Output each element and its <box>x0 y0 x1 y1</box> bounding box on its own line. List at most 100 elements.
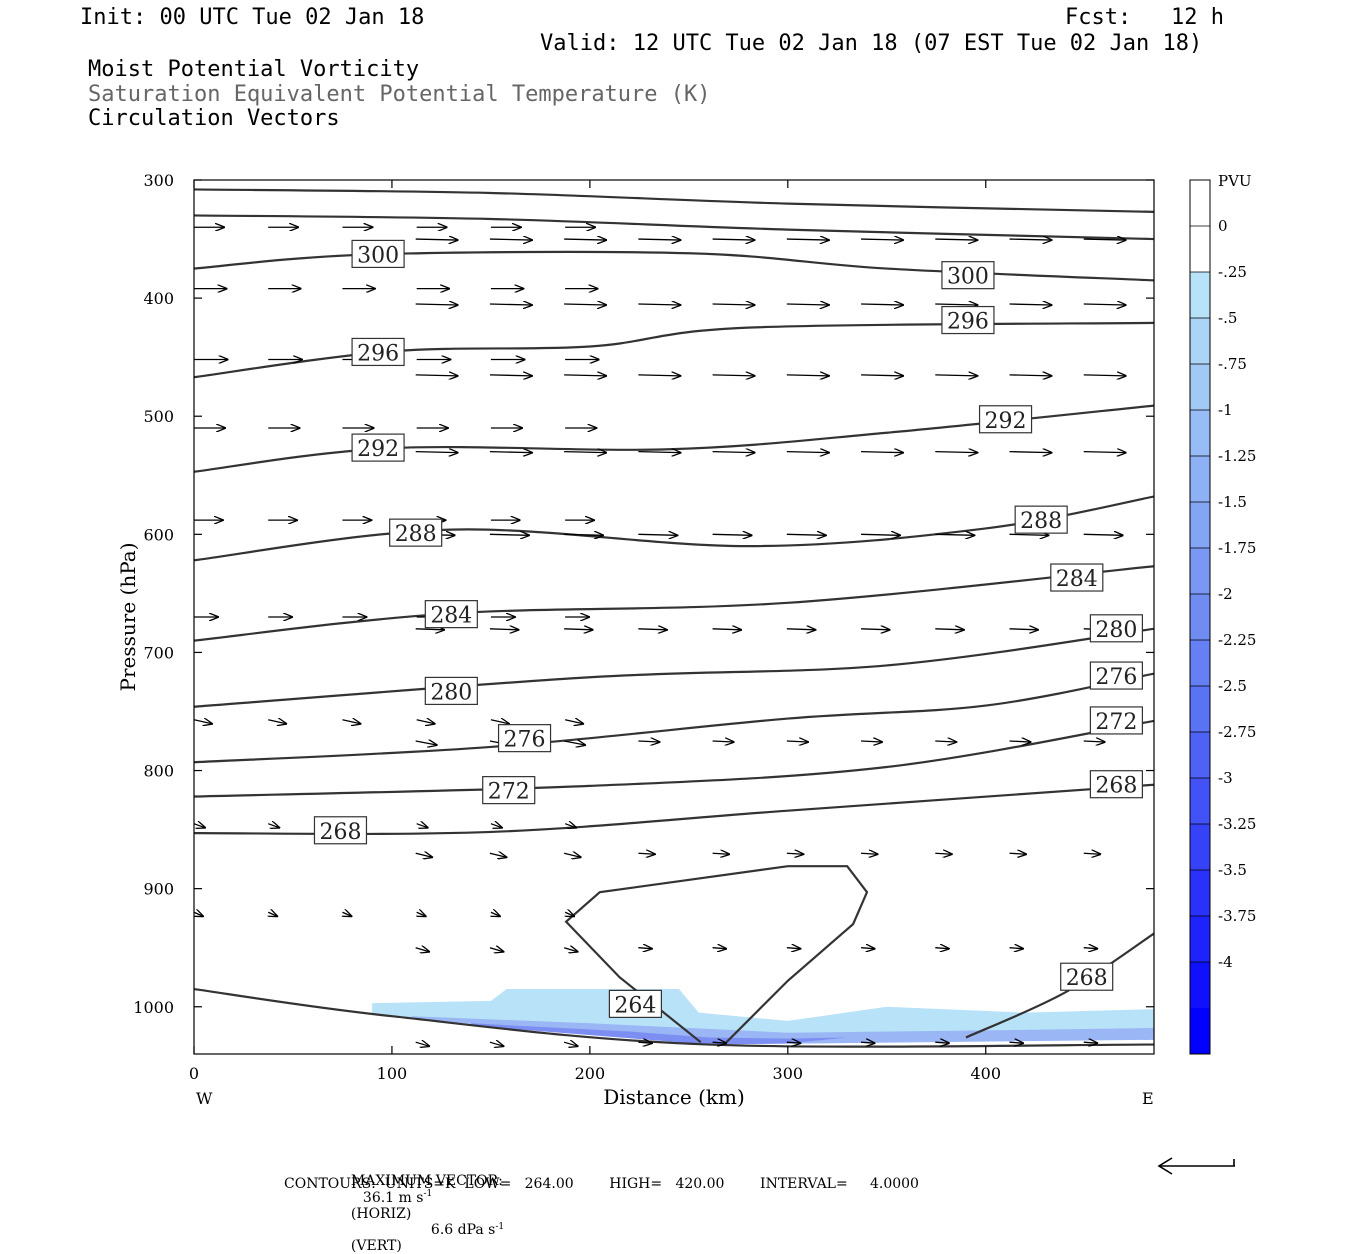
y-tick-label: 300 <box>143 171 174 190</box>
vector-arrow <box>786 452 829 453</box>
plot-frame <box>193 179 1155 1055</box>
vector-arrow <box>415 853 433 857</box>
vector-arrow <box>935 304 977 305</box>
vector-arrow <box>564 239 606 240</box>
x-end-label-east: E <box>1142 1089 1154 1108</box>
vector-arrow <box>935 948 949 949</box>
contour-label-box <box>1014 505 1068 534</box>
colorbar-swatch <box>1190 272 1210 319</box>
axis-ticks: 300 400 500 600 700 800 900 1000 0 100 200 300 400 <box>133 171 1154 1083</box>
x-tick-label: 300 <box>773 1064 804 1083</box>
vector-arrow <box>861 948 875 949</box>
vector-arrow <box>416 720 435 724</box>
colorbar-swatch <box>1190 870 1210 917</box>
contour-label-box <box>1089 770 1143 799</box>
vector-arrow <box>1083 1042 1098 1043</box>
theta-contour-loop <box>564 865 869 1044</box>
y-tick-label: 500 <box>143 407 174 426</box>
vector-arrow <box>564 452 606 453</box>
vector-arrow <box>1083 534 1123 535</box>
vector-arrow <box>565 912 574 916</box>
colorbar-swatch <box>1190 640 1210 687</box>
contour-label: 300 <box>357 243 399 268</box>
contour-label-box <box>482 776 536 805</box>
contour-label-box <box>351 433 405 462</box>
colorbar-label: -2.75 <box>1218 723 1256 741</box>
vector-arrow <box>342 720 360 724</box>
vector-arrow <box>1083 741 1105 742</box>
pv-shade-3 <box>471 1023 848 1045</box>
y-tick-label: 700 <box>143 643 174 662</box>
contour-label: 276 <box>504 728 546 753</box>
vector-arrow <box>491 912 500 916</box>
contour-label: 288 <box>395 522 437 547</box>
x-tick-label: 100 <box>377 1064 408 1083</box>
theta-contour-2 <box>194 250 1154 282</box>
vector-arrow <box>1083 948 1098 949</box>
vector-arrow <box>712 629 742 630</box>
max-horiz-unit: (HORIZ) <box>350 1205 412 1222</box>
theta-contour-1 <box>194 214 1154 241</box>
contour-label-box <box>389 518 443 547</box>
vector-arrow <box>1009 629 1039 630</box>
vector-arrow <box>415 1042 430 1046</box>
vector-arrow <box>861 304 903 305</box>
contour-label: 284 <box>1056 567 1098 592</box>
vector-arrow <box>861 853 878 854</box>
theta-contours <box>194 188 1154 1048</box>
vector-arrow <box>489 853 507 857</box>
vector-arrow <box>1009 534 1049 535</box>
vector-arrow <box>935 629 964 630</box>
x-tick-label: 400 <box>970 1064 1001 1083</box>
vector-arrow <box>638 629 667 630</box>
contour-label: 276 <box>1095 665 1137 690</box>
vector-arrow <box>1083 304 1126 305</box>
vector-arrow <box>417 912 426 916</box>
vector-arrow <box>1009 1042 1024 1043</box>
theta-contour-21 <box>194 987 1154 1048</box>
vector-arrow <box>415 629 445 630</box>
vector-arrow <box>415 948 430 952</box>
contour-labels: 300 300 296 296 292 292 288 288 284 284 280 280 276 2… <box>313 239 1143 1018</box>
colorbar-label: -3.5 <box>1218 861 1247 879</box>
contour-label-box <box>424 600 478 629</box>
theta-contour-8 <box>194 495 1154 562</box>
y-tick-label: 800 <box>143 762 174 781</box>
vector-arrow <box>935 452 977 453</box>
max-horiz-value: 36.1 m s <box>362 1189 424 1206</box>
x-end-label-west: W <box>196 1089 213 1108</box>
contour-label-box <box>351 337 405 367</box>
colorbar-label: -4 <box>1218 953 1233 971</box>
vector-arrow <box>416 824 428 828</box>
contour-label-box <box>1089 706 1143 735</box>
vector-arrow <box>712 375 755 376</box>
vector-arrow <box>861 741 882 742</box>
vector-arrow <box>786 741 808 742</box>
vector-arrow <box>861 452 903 453</box>
vector-arrow <box>268 824 279 828</box>
vector-arrow <box>415 375 458 376</box>
vector-arrow <box>489 375 532 376</box>
vector-arrow <box>1009 304 1052 305</box>
vector-arrow <box>415 741 437 745</box>
colorbar-label: -2 <box>1218 585 1233 603</box>
contour-label-box <box>1089 614 1143 643</box>
colorbar-swatch <box>1190 962 1210 1009</box>
colorbar-label: -3.25 <box>1218 815 1256 833</box>
contour-label: 264 <box>614 993 656 1018</box>
colorbar-label: -.75 <box>1218 355 1247 373</box>
colorbar-swatch <box>1190 456 1210 503</box>
vector-arrow <box>786 1042 801 1043</box>
colorbar-swatch <box>1190 778 1210 825</box>
vector-arrow <box>489 452 532 453</box>
colorbar-label: 0 <box>1218 217 1228 235</box>
vector-arrow <box>490 720 509 724</box>
vector-arrow <box>861 629 890 630</box>
init-time: Init: 00 UTC Tue 02 Jan 18 <box>80 5 425 30</box>
vector-arrow <box>1009 239 1052 240</box>
colorbar-label: -1.25 <box>1218 447 1256 465</box>
theta-contour-0 <box>194 188 1154 213</box>
vector-arrow <box>489 239 532 240</box>
vector-arrow <box>861 375 903 376</box>
vector-arrow <box>564 304 606 305</box>
